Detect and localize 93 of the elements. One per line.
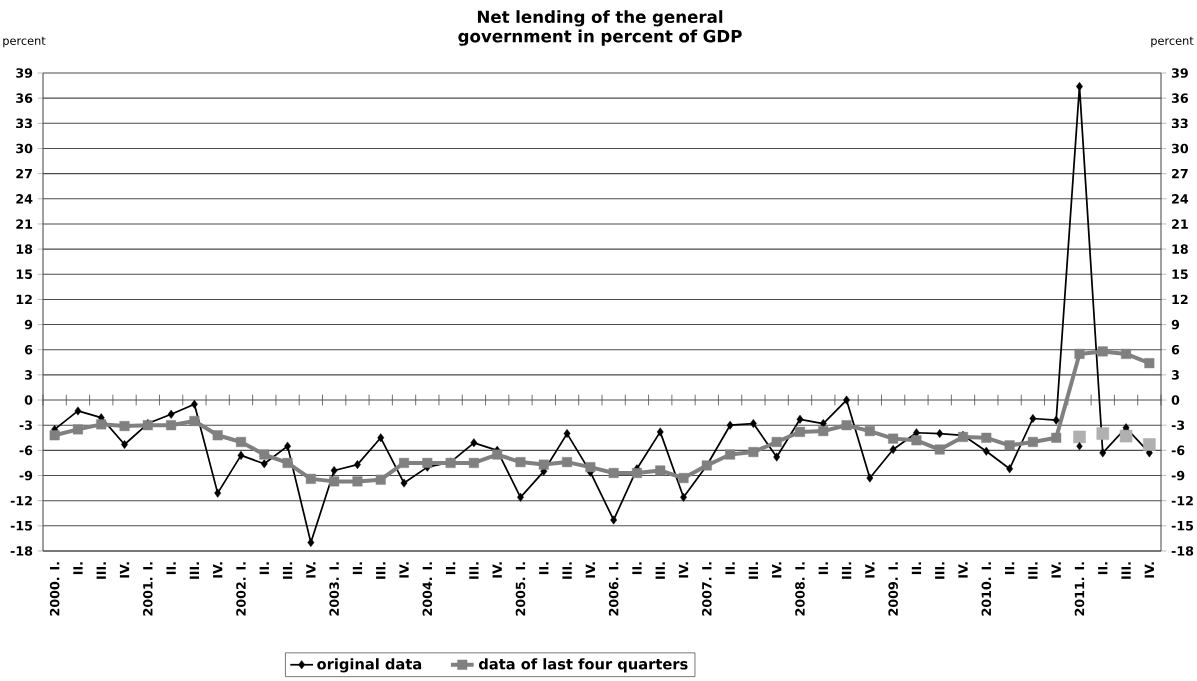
- y2-tick-label: -12: [10, 495, 32, 506]
- x-tick-label: II.: [352, 562, 363, 575]
- x-tick-label: 2001. I.: [143, 562, 153, 616]
- x-tick-label: III.: [96, 562, 106, 579]
- y-tick-label: -9: [1171, 470, 1185, 481]
- y-tick-label: 30: [1171, 143, 1189, 154]
- x-tick-label: 2008. I.: [795, 562, 805, 616]
- x-tick-label: IV.: [865, 562, 875, 578]
- y2-tick-label: 33: [16, 118, 32, 129]
- y2-tick-label: 3: [25, 370, 32, 380]
- x-tick-label: 2006. I.: [608, 562, 619, 616]
- x-tick-label: IV.: [678, 562, 689, 578]
- y2-tick-label: 27: [16, 168, 32, 179]
- y-tick-label: 3: [1171, 370, 1179, 380]
- y2-tick-label: 18: [16, 244, 33, 254]
- x-tick-label: III.: [1121, 562, 1131, 579]
- y2-tick-label: 9: [24, 319, 33, 330]
- y-tick-label: 6: [1171, 344, 1180, 355]
- x-tick-label: IV.: [958, 562, 968, 578]
- y-tick-label: -6: [1171, 445, 1185, 456]
- x-tick-label: II.: [539, 562, 549, 575]
- y2-tick-label: 6: [24, 344, 33, 355]
- x-tick-label: IV.: [119, 562, 130, 578]
- y2-tick-label: -18: [10, 546, 33, 556]
- y-tick-label: 9: [1171, 319, 1180, 330]
- chart-title: Net lending of the general government in percent of GDP: [458, 10, 742, 46]
- x-tick-label: III.: [748, 562, 759, 579]
- y-tick-label: 24: [1172, 194, 1189, 204]
- y2-tick-label: 15: [16, 269, 33, 279]
- x-tick-label: II.: [725, 562, 735, 575]
- y2-tick-label: 39: [16, 68, 33, 78]
- x-tick-label: II.: [73, 562, 83, 575]
- y2-tick-label: 30: [16, 143, 33, 154]
- x-tick-label: III.: [841, 562, 852, 579]
- x-tick-label: II.: [818, 562, 828, 575]
- y-tick-label: 33: [1171, 118, 1188, 129]
- y-tick-label: -18: [1171, 546, 1194, 556]
- x-tick-label: IV.: [492, 562, 502, 578]
- y-tick-label: 12: [1172, 294, 1188, 305]
- y2-tick-label: -9: [19, 470, 33, 481]
- x-tick-label: 2010. I.: [981, 562, 992, 616]
- legend-label: original data: [317, 658, 422, 673]
- y2-tick-label: -3: [19, 420, 32, 430]
- x-tick-label: II.: [911, 562, 922, 575]
- x-tick-label: III.: [376, 562, 386, 579]
- x-tick-label: II.: [445, 562, 456, 575]
- y-tick-label: 36: [1171, 93, 1189, 103]
- x-tick-label: III.: [1028, 562, 1038, 579]
- x-tick-label: 2011. I.: [1074, 562, 1085, 616]
- text: percent: [3, 36, 46, 48]
- y2-tick-label: 24: [16, 194, 33, 204]
- x-tick-label: III.: [189, 562, 200, 579]
- x-tick-label: IV.: [1051, 562, 1061, 578]
- x-tick-label: IV.: [1144, 562, 1154, 578]
- y2-tick-label: 12: [16, 294, 32, 305]
- y-tick-label: 39: [1171, 68, 1188, 78]
- y2-tick-label: 36: [16, 93, 33, 103]
- x-tick-label: 2000. I.: [49, 562, 60, 616]
- x-tick-label: IV.: [399, 562, 409, 578]
- y-tick-label: -3: [1171, 420, 1185, 430]
- x-tick-label: 2005. I.: [515, 562, 526, 616]
- x-tick-label: III.: [469, 562, 479, 579]
- x-tick-label: III.: [935, 562, 945, 579]
- legend-label: data of last four quarters: [478, 658, 688, 673]
- x-tick-label: 2004. I.: [422, 562, 433, 616]
- x-tick-label: 2002. I.: [236, 562, 246, 616]
- y2-tick-label: 21: [16, 219, 33, 229]
- y-tick-label: 15: [1172, 269, 1188, 279]
- x-tick-label: IV.: [585, 562, 595, 578]
- x-tick-label: IV.: [772, 562, 782, 578]
- x-tick-label: 2007. I.: [702, 562, 712, 616]
- x-tick-label: II.: [1098, 562, 1108, 575]
- y-tick-label: 18: [1172, 244, 1188, 254]
- x-tick-label: III.: [562, 562, 572, 579]
- x-tick-label: 2009. I.: [888, 562, 898, 616]
- x-tick-label: II.: [259, 562, 269, 575]
- y2-tick-label: -15: [10, 521, 33, 531]
- x-tick-label: II.: [632, 562, 642, 575]
- y2-tick-label: 0: [24, 395, 33, 405]
- x-tick-label: II.: [1004, 562, 1015, 575]
- y2-tick-label: -6: [19, 445, 33, 456]
- y-tick-label: -15: [1171, 521, 1194, 531]
- y-tick-label: -12: [1171, 495, 1193, 506]
- y-tick-label: 27: [1172, 168, 1188, 179]
- text: percent: [1151, 36, 1194, 48]
- x-tick-label: II.: [166, 562, 176, 575]
- x-tick-label: IV.: [213, 562, 223, 578]
- y-tick-label: 0: [1171, 395, 1180, 405]
- x-tick-label: III.: [655, 562, 665, 579]
- x-tick-label: 2003. I.: [329, 562, 339, 616]
- x-tick-label: IV.: [306, 562, 316, 578]
- y-tick-label: 21: [1172, 219, 1188, 229]
- x-tick-label: III.: [282, 562, 293, 579]
